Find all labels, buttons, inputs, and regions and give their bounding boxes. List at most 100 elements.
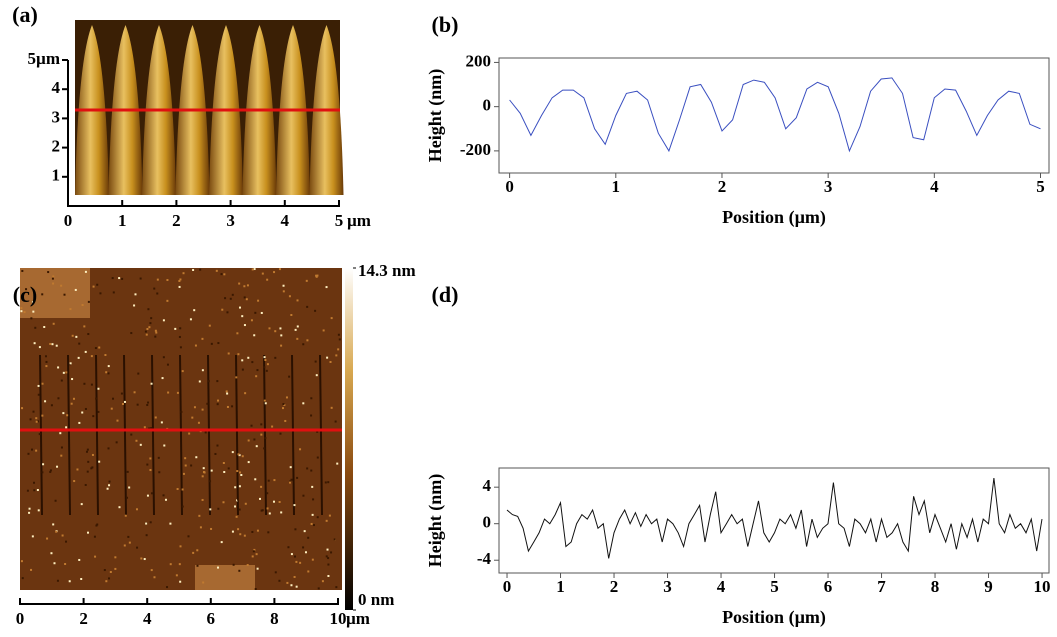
- grain: [155, 331, 158, 334]
- grain: [220, 273, 223, 276]
- grain: [51, 343, 54, 346]
- grain: [73, 480, 76, 483]
- y-tick-label: 1: [52, 166, 61, 185]
- grain: [189, 318, 192, 321]
- grain: [287, 546, 290, 549]
- grain: [147, 308, 150, 311]
- grain: [149, 521, 152, 524]
- grain: [175, 574, 178, 577]
- grain: [245, 298, 248, 301]
- grain: [62, 371, 65, 374]
- grain: [302, 402, 305, 405]
- grain: [201, 498, 204, 501]
- grain: [149, 457, 152, 460]
- grain: [80, 577, 83, 580]
- grain: [316, 456, 319, 459]
- grain: [255, 553, 258, 556]
- grain: [62, 412, 65, 415]
- grain: [264, 437, 267, 440]
- grain: [329, 360, 332, 363]
- grain: [57, 366, 60, 369]
- grain: [156, 278, 159, 281]
- grain: [306, 305, 309, 308]
- grain: [144, 330, 147, 333]
- grain: [268, 327, 271, 330]
- grain: [31, 448, 34, 451]
- grain: [46, 537, 49, 540]
- grain: [123, 400, 126, 403]
- grain: [158, 471, 161, 474]
- grain: [27, 452, 30, 455]
- grain: [68, 580, 71, 583]
- grain: [293, 575, 296, 578]
- grain: [84, 270, 87, 273]
- grain: [236, 498, 239, 501]
- grain: [121, 402, 124, 405]
- grain: [238, 569, 241, 572]
- grain: [325, 519, 328, 522]
- grain: [162, 356, 165, 359]
- grain: [118, 277, 121, 280]
- grain: [60, 454, 63, 457]
- grain: [324, 481, 327, 484]
- grain: [266, 363, 269, 366]
- grain: [126, 470, 129, 473]
- grain: [25, 288, 28, 291]
- grain: [310, 414, 313, 417]
- grain: [235, 515, 238, 518]
- x-tick-label: 7: [877, 577, 886, 596]
- grain: [150, 427, 153, 430]
- x-tick-label: 4: [281, 211, 290, 230]
- grain: [335, 354, 338, 357]
- x-tick-label: 3: [663, 577, 672, 596]
- grain: [254, 478, 257, 481]
- grain: [35, 449, 38, 452]
- x-tick-label: 4: [717, 577, 726, 596]
- grain: [30, 568, 33, 571]
- grain: [154, 416, 157, 419]
- grain: [111, 277, 114, 280]
- grain: [311, 485, 314, 488]
- grain: [302, 343, 305, 346]
- grain: [236, 332, 239, 335]
- grain: [156, 292, 159, 295]
- grain: [44, 400, 47, 403]
- grain: [86, 531, 89, 534]
- grain: [327, 481, 330, 484]
- grain: [139, 277, 142, 280]
- grain: [273, 271, 276, 274]
- grain: [149, 469, 152, 472]
- y-tick-label: -200: [460, 140, 491, 159]
- grain: [55, 530, 58, 533]
- grain: [243, 285, 246, 288]
- grain: [21, 577, 24, 580]
- grain: [78, 421, 81, 424]
- grain: [176, 488, 179, 491]
- grain: [237, 453, 240, 456]
- grain: [280, 344, 283, 347]
- grain: [311, 513, 314, 516]
- grain: [234, 486, 237, 489]
- x-tick-label: 4: [143, 609, 152, 628]
- grain: [33, 342, 36, 345]
- grain: [146, 463, 149, 466]
- x-tick-label: 0: [505, 177, 514, 196]
- grain: [36, 489, 39, 492]
- grain: [223, 273, 226, 276]
- grain: [53, 562, 56, 565]
- grain: [169, 563, 172, 566]
- x-axis-label: Position (µm): [722, 207, 826, 228]
- grain: [35, 417, 38, 420]
- grain: [124, 514, 127, 517]
- grain: [153, 576, 156, 579]
- grain: [41, 382, 44, 385]
- grain: [41, 293, 44, 296]
- grain: [231, 451, 234, 454]
- grain: [84, 350, 87, 353]
- grain: [135, 439, 138, 442]
- grain: [92, 415, 95, 418]
- grain: [110, 407, 113, 410]
- x-tick-label: 2: [172, 211, 181, 230]
- grain: [294, 528, 297, 531]
